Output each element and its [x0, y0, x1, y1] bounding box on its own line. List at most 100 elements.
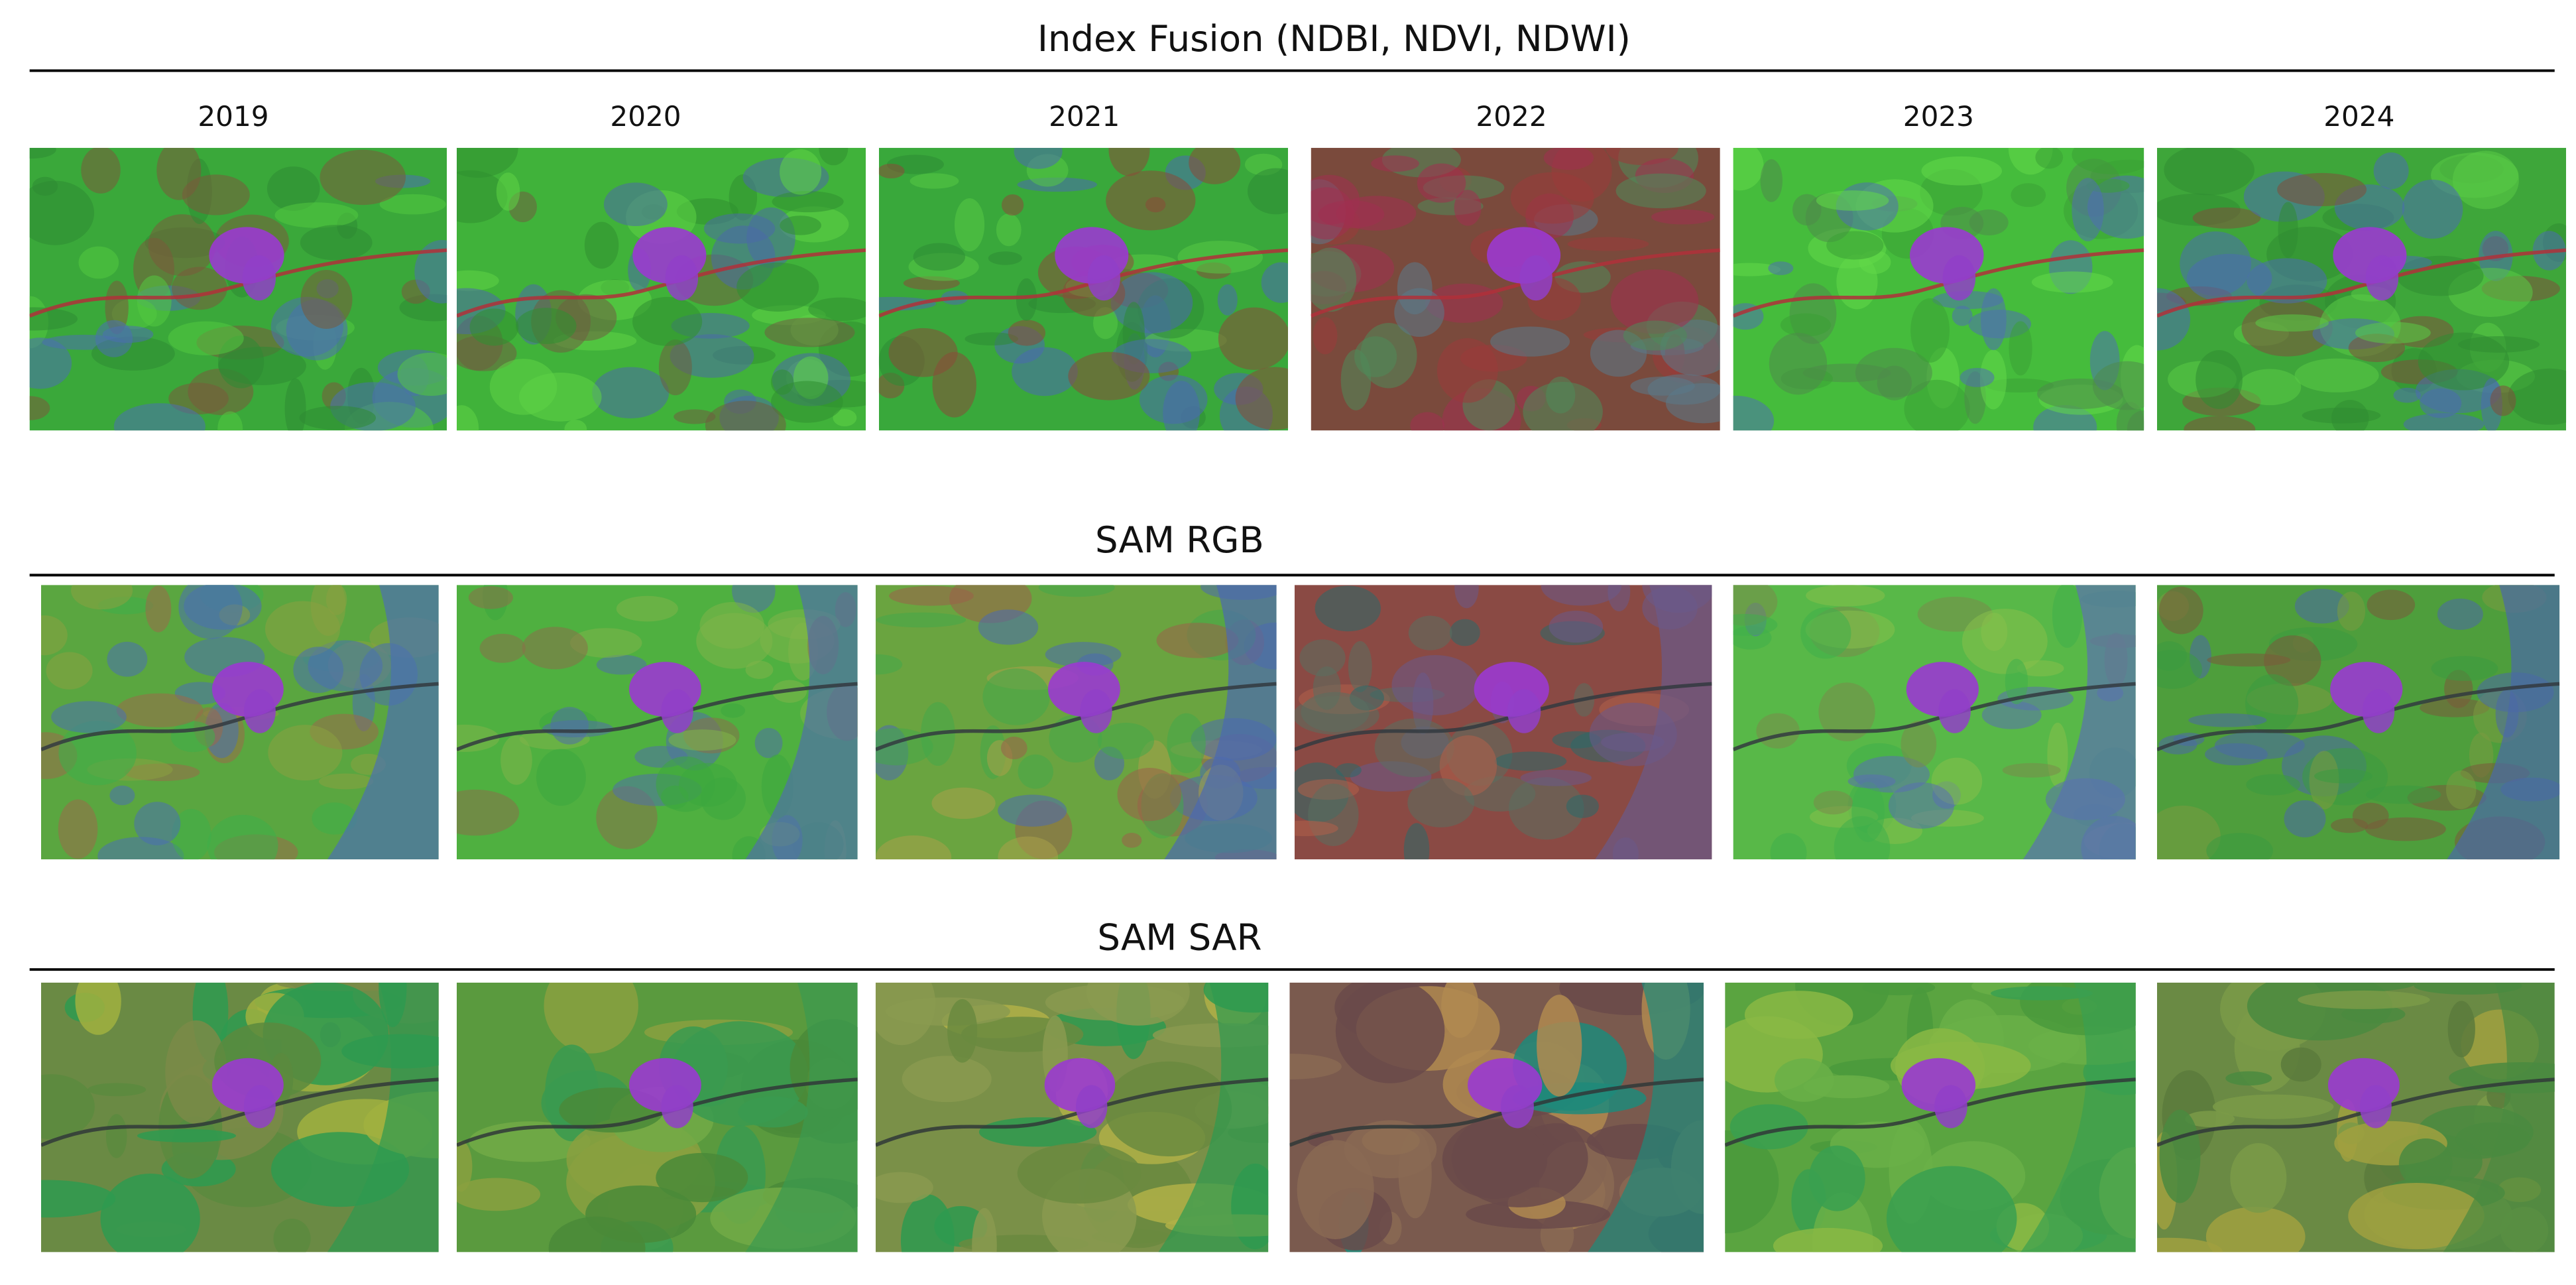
- texture-blob: [1408, 615, 1452, 650]
- texture-blob: [1335, 983, 1445, 1083]
- texture-blob: [2035, 148, 2064, 169]
- texture-blob: [1313, 317, 1338, 355]
- texture-blob: [947, 999, 978, 1063]
- texture-blob: [1289, 1054, 1342, 1079]
- texture-blob: [456, 148, 518, 178]
- texture-blob: [300, 269, 353, 329]
- texture-blob: [1454, 585, 1479, 609]
- urban-area: [1076, 1085, 1108, 1129]
- texture-blob: [1403, 823, 1430, 860]
- texture-blob: [1537, 995, 1582, 1097]
- texture-blob: [182, 174, 250, 215]
- image-panel: [40, 983, 439, 1253]
- texture-blob: [75, 983, 121, 1035]
- texture-blob: [544, 983, 638, 1054]
- texture-blob: [658, 339, 692, 396]
- texture-blob: [1601, 732, 1665, 752]
- texture-blob: [2398, 1138, 2453, 1189]
- coast-region: [327, 983, 439, 1253]
- texture-blob: [1108, 148, 1150, 176]
- texture-blob: [808, 297, 866, 322]
- texture-blob: [2373, 152, 2409, 190]
- texture-blob: [736, 262, 819, 312]
- texture-blob: [325, 585, 347, 615]
- texture-blob: [1417, 163, 1466, 203]
- texture-blob: [1407, 778, 1475, 827]
- texture-blob: [58, 799, 98, 859]
- texture-blob: [2157, 1237, 2223, 1253]
- texture-blob: [2092, 361, 2144, 410]
- texture-blob: [1774, 1058, 1834, 1102]
- river: [40, 682, 439, 751]
- texture-blob: [2184, 416, 2256, 431]
- texture-blob: [266, 166, 320, 211]
- texture-blob: [379, 194, 446, 215]
- texture-blob: [913, 243, 966, 271]
- texture-blob: [1454, 190, 1482, 226]
- texture-blob: [318, 773, 374, 790]
- texture-blob: [489, 359, 557, 415]
- texture-blob: [1012, 347, 1078, 397]
- texture-blob: [1725, 1130, 1779, 1234]
- texture-blob: [414, 239, 447, 304]
- texture-blob: [1340, 349, 1372, 410]
- texture-blob: [596, 654, 647, 675]
- texture-blob: [2192, 207, 2261, 229]
- texture-blob: [780, 149, 822, 195]
- texture-blob: [29, 337, 72, 389]
- texture-blob: [536, 749, 586, 806]
- texture-blob: [2367, 589, 2416, 621]
- texture-blob: [1156, 623, 1239, 658]
- urban-area: [2365, 255, 2399, 301]
- urban-area: [2362, 689, 2395, 733]
- texture-blob: [876, 835, 952, 860]
- texture-blob: [1816, 190, 1889, 211]
- texture-blob: [1904, 379, 1970, 431]
- texture-blob: [71, 585, 133, 610]
- texture-blob: [2337, 591, 2366, 631]
- section-title: Index Fusion (NDBI, NDVI, NDWI): [1037, 17, 1631, 60]
- texture-blob: [274, 202, 359, 228]
- texture-blob: [1315, 585, 1381, 632]
- urban-area: [1087, 255, 1120, 301]
- coast-region: [2020, 983, 2136, 1253]
- texture-blob: [2264, 635, 2321, 686]
- river: [456, 682, 858, 751]
- coast-region: [2443, 983, 2555, 1253]
- texture-blob: [2246, 774, 2301, 796]
- texture-blob: [1800, 607, 1851, 659]
- texture-blob: [2414, 983, 2522, 995]
- texture-blob: [1608, 585, 1631, 611]
- texture-blob: [2157, 806, 2221, 860]
- texture-blob: [145, 585, 172, 633]
- texture-blob: [397, 352, 447, 397]
- texture-blob: [2164, 148, 2254, 196]
- texture-blob: [469, 308, 519, 346]
- texture-blob: [1910, 298, 1950, 363]
- texture-blob: [2214, 731, 2305, 760]
- texture-blob: [1311, 187, 1355, 240]
- urban-area: [2359, 1085, 2392, 1129]
- coast-region: [1588, 983, 1704, 1253]
- texture-blob: [2490, 385, 2516, 416]
- texture-blob: [1543, 148, 1594, 170]
- coast-region: [1158, 983, 1269, 1253]
- texture-blob: [1888, 782, 1954, 829]
- texture-blob: [1494, 751, 1567, 771]
- texture-blob: [2278, 202, 2298, 259]
- texture-blob: [1615, 173, 1706, 209]
- texture-blob: [1744, 991, 1853, 1039]
- texture-blob: [1623, 320, 1687, 351]
- texture-blob: [754, 727, 783, 759]
- texture-blob: [172, 808, 211, 860]
- texture-blob: [1374, 718, 1454, 778]
- texture-blob: [996, 214, 1022, 247]
- texture-blob: [2207, 653, 2291, 667]
- texture-blob: [1877, 365, 1912, 400]
- image-panel: [875, 983, 1269, 1253]
- texture-blob: [878, 163, 905, 179]
- texture-blob: [2017, 660, 2064, 677]
- texture-blob: [500, 735, 532, 785]
